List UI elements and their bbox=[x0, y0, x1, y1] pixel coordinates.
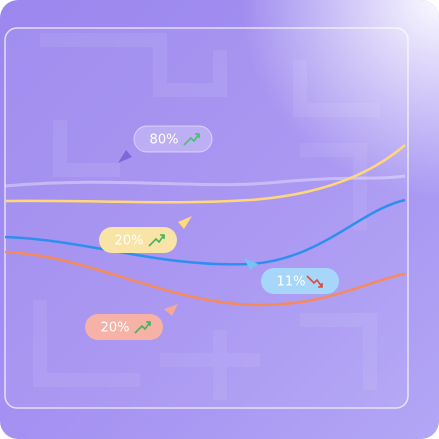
cursor bbox=[118, 150, 132, 163]
badge: 11% bbox=[261, 268, 339, 294]
yellow-line bbox=[4, 144, 406, 204]
cursor bbox=[164, 304, 178, 316]
cursor bbox=[244, 258, 258, 270]
badge-label: 80% bbox=[150, 133, 179, 148]
badge: 20% bbox=[85, 314, 163, 340]
orange-line bbox=[4, 250, 406, 307]
badge: 80% bbox=[133, 125, 213, 153]
cursor bbox=[178, 216, 192, 229]
badge-label: 11% bbox=[277, 275, 306, 290]
faint-line bbox=[4, 174, 406, 188]
badge: 20% bbox=[99, 227, 177, 253]
badge-label: 20% bbox=[115, 234, 144, 249]
badge-label: 20% bbox=[101, 321, 130, 336]
